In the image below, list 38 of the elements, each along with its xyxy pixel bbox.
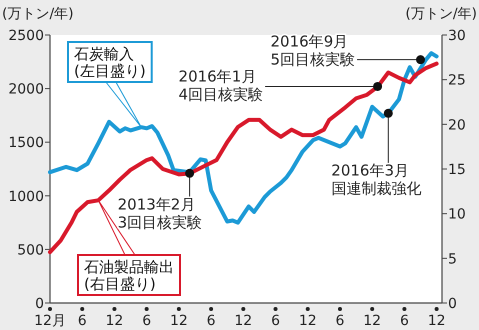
x-tick-label: 12: [428, 313, 446, 329]
annotation: 2016年3月国連制裁強化: [331, 161, 422, 198]
annotation: 2016年9月5回目核実験: [270, 32, 356, 69]
x-tick-label: 12: [106, 313, 124, 329]
y-tick-label: 2000: [8, 82, 44, 98]
text: 石炭輸入(左目盛り): [74, 45, 146, 80]
y2-tick-label: 5: [448, 251, 457, 268]
y2-tick-label: 25: [448, 72, 466, 89]
y-tick-label: 1500: [8, 135, 44, 152]
x-tick-label: 12: [234, 313, 252, 329]
y2-tick-label: 0: [448, 296, 457, 312]
y2-tick-label: 30: [448, 28, 466, 44]
x-tick-label: 12: [298, 313, 317, 329]
y2-tick-label: 20: [448, 117, 466, 134]
x-tick-label: 12月: [34, 313, 66, 329]
x-tick-label: 6: [271, 313, 280, 329]
y-tick-label: 2500: [8, 28, 44, 44]
annotation: 2013年2月3回目核実験: [118, 168, 202, 232]
x-tick-label: 6: [400, 313, 409, 329]
y2-axis-title: (万トン/年): [405, 6, 477, 22]
y-tick-label: 1000: [8, 188, 44, 205]
annotation: 2016年3月国連制裁強化: [331, 108, 422, 198]
x-tick-label: 12: [170, 313, 188, 329]
y-axis-title: (万トン/年): [2, 6, 74, 22]
y-tick-label: 500: [17, 242, 44, 258]
x-tick-label: 6: [336, 313, 345, 329]
y2-tick-label: 10: [448, 206, 466, 223]
y2-tick-label: 15: [448, 162, 466, 178]
series-label: 石油製品輸出(右目盛り): [84, 258, 174, 293]
y-tick-label: 0: [35, 296, 44, 312]
annotation: 2016年1月4回目核実験: [178, 67, 264, 104]
x-tick-label: 6: [206, 313, 216, 329]
x-tick-label: 6: [142, 313, 152, 329]
x-tick-label: 12: [363, 313, 382, 329]
annotation: 2016年9月5回目核実験: [270, 32, 426, 69]
annotation: 2013年2月3回目核実験: [118, 195, 202, 232]
x-tick-label: 6: [78, 313, 87, 329]
annotation: 2016年1月4回目核実験: [178, 67, 382, 104]
